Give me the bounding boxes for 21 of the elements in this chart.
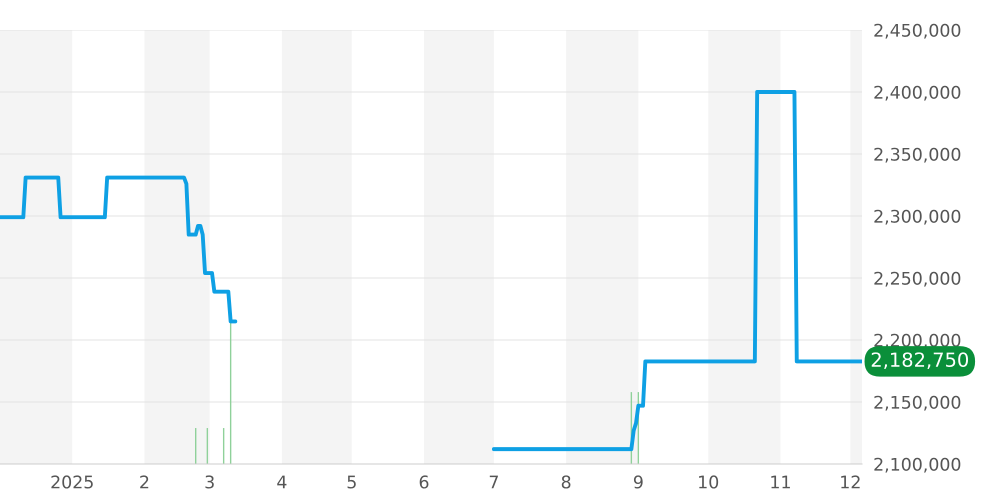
x-tick-label: 9: [634, 475, 643, 489]
y-tick-label: 2,400,000: [874, 86, 960, 101]
x-tick-label: 2: [140, 475, 148, 488]
y-tick-label: 2,350,000: [874, 148, 960, 163]
x-tick-label: 5: [348, 476, 356, 489]
y-tick-label: 2,450,000: [874, 24, 960, 39]
y-tick-label: 2,150,000: [874, 396, 960, 411]
y-tick-label: 2,250,000: [874, 272, 960, 287]
x-tick-label: 11: [771, 476, 790, 488]
y-tick-label: 2,300,000: [874, 210, 960, 225]
y-tick-label: 2,100,000: [874, 458, 960, 473]
annotation: 2,182,750: [872, 352, 968, 370]
x-tick-label: 7: [490, 476, 498, 488]
x-tick-label: 3: [205, 475, 214, 489]
x-tick-label: 2025: [51, 475, 93, 489]
x-tick-label: 10: [699, 475, 718, 489]
x-tick-label: 4: [277, 476, 286, 488]
x-tick-label: 12: [841, 475, 860, 488]
x-tick-label: 8: [562, 475, 570, 489]
y-tick-label: 2,200,000: [874, 334, 960, 349]
x-tick-label: 6: [420, 475, 428, 489]
